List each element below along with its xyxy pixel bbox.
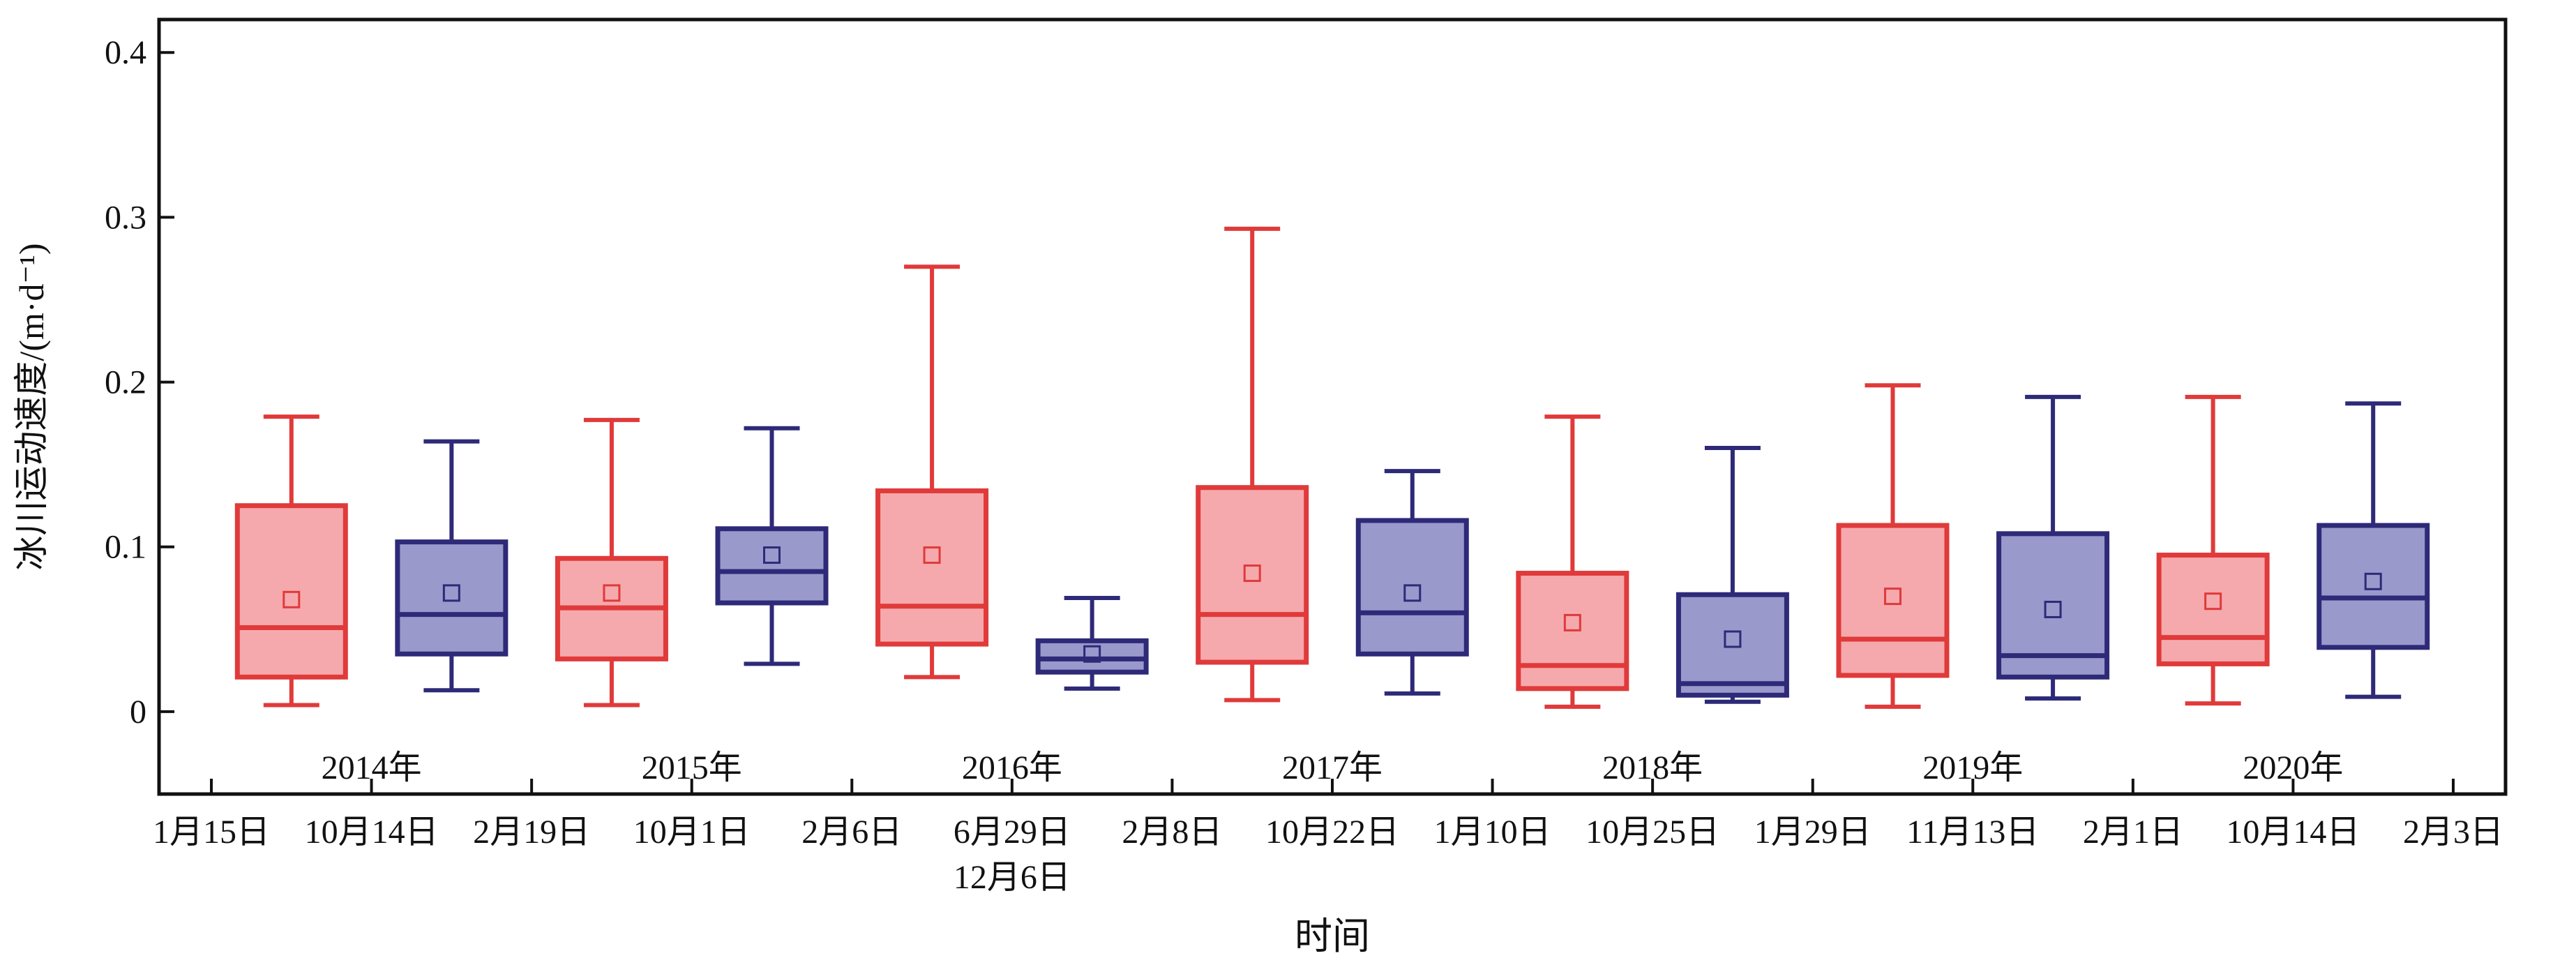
mean-marker bbox=[923, 546, 941, 564]
x-tick-label: 10月25日 bbox=[1585, 814, 1719, 851]
x-tick-label: 2月19日 bbox=[473, 814, 590, 851]
mean-marker bbox=[1403, 584, 1422, 602]
box-blue bbox=[715, 426, 829, 666]
year-label: 2014年 bbox=[322, 749, 422, 786]
y-tick-label: 0.3 bbox=[105, 199, 146, 236]
box-iqr bbox=[1355, 518, 1469, 657]
mean-marker bbox=[763, 546, 781, 564]
x-tick-label: 10月22日 bbox=[1265, 814, 1399, 851]
x-tick-label: 2月3日 bbox=[2403, 814, 2503, 851]
year-label: 2016年 bbox=[962, 749, 1062, 786]
box-blue bbox=[2317, 401, 2430, 699]
plot-area bbox=[157, 17, 2508, 796]
mean-marker bbox=[1724, 630, 1742, 648]
box-red bbox=[1836, 383, 1950, 709]
x-tick-label: 10月14日 bbox=[2226, 814, 2360, 851]
y-tick-label: 0.1 bbox=[105, 529, 146, 566]
box-iqr bbox=[2317, 523, 2430, 650]
box-blue bbox=[1996, 394, 2110, 701]
mean-marker bbox=[1884, 588, 1901, 606]
mean-marker bbox=[442, 584, 460, 602]
year-labels: 2014年 2015年 2016年 2017年 2018年 2019年 2020年 bbox=[322, 749, 2344, 786]
mean-marker bbox=[1083, 645, 1101, 663]
box-red bbox=[1516, 414, 1629, 709]
y-axis-label: 冰川运动速度/(m·d⁻¹) bbox=[12, 243, 51, 570]
box-iqr bbox=[395, 539, 509, 657]
box-blue bbox=[395, 439, 509, 693]
y-axis-ticks: 0 0.1 0.2 0.3 0.4 bbox=[105, 34, 174, 731]
x-axis-label: 时间 bbox=[1295, 915, 1370, 957]
mean-marker bbox=[283, 590, 301, 608]
year-label: 2019年 bbox=[1922, 749, 2023, 786]
x-tick-label: 1月10日 bbox=[1434, 814, 1551, 851]
x-tick-label-extra: 12月6日 bbox=[954, 859, 1071, 896]
y-tick-label: 0.4 bbox=[105, 34, 146, 71]
box-iqr bbox=[875, 488, 989, 647]
year-label: 2017年 bbox=[1282, 749, 1383, 786]
box-red bbox=[2156, 394, 2270, 706]
boxes-layer bbox=[234, 226, 2430, 709]
box-iqr bbox=[1675, 592, 1789, 698]
x-tick-label: 2月6日 bbox=[801, 814, 902, 851]
box-blue bbox=[1035, 595, 1149, 691]
box-red bbox=[555, 417, 668, 708]
mean-marker bbox=[2364, 572, 2382, 590]
x-tick-label: 10月14日 bbox=[305, 814, 439, 851]
x-tick-label: 6月29日 bbox=[954, 814, 1071, 851]
box-red bbox=[875, 264, 989, 680]
y-tick-label: 0.2 bbox=[105, 364, 146, 401]
box-iqr bbox=[1196, 485, 1309, 665]
box-iqr bbox=[715, 526, 829, 606]
mean-marker bbox=[1243, 564, 1261, 583]
year-label: 2020年 bbox=[2243, 749, 2343, 786]
box-iqr bbox=[1996, 531, 2110, 680]
x-tick-label: 11月13日 bbox=[1906, 814, 2039, 851]
y-tick-label: 0 bbox=[130, 694, 146, 731]
box-blue bbox=[1355, 469, 1469, 696]
x-tick-label: 2月8日 bbox=[1122, 814, 1222, 851]
mean-marker bbox=[2044, 600, 2062, 618]
x-axis-ticks: 1月15日 10月14日 2月19日 10月1日 2月6日 6月29日 2月8日 10月22日… bbox=[153, 779, 2503, 896]
x-tick-label: 1月29日 bbox=[1754, 814, 1871, 851]
box-red bbox=[1196, 226, 1309, 703]
year-label: 2018年 bbox=[1602, 749, 1703, 786]
box-red bbox=[234, 414, 348, 708]
plot-frame bbox=[157, 17, 2508, 796]
box-blue bbox=[1675, 446, 1789, 704]
mean-marker bbox=[1563, 613, 1581, 631]
box-iqr bbox=[1836, 523, 1950, 678]
mean-marker bbox=[2204, 592, 2222, 611]
year-label: 2015年 bbox=[642, 749, 742, 786]
mean-marker bbox=[603, 584, 621, 602]
x-tick-label: 2月1日 bbox=[2083, 814, 2183, 851]
x-tick-label: 1月15日 bbox=[153, 814, 270, 851]
x-tick-label: 10月1日 bbox=[633, 814, 751, 851]
